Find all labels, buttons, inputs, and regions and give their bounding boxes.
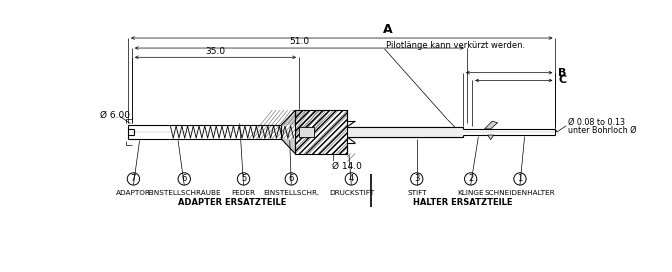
Polygon shape	[488, 135, 494, 140]
Polygon shape	[282, 110, 295, 125]
Text: 3: 3	[414, 174, 419, 183]
Text: 2: 2	[468, 174, 473, 183]
Bar	[299, 127, 314, 137]
Text: 51.0: 51.0	[289, 38, 309, 47]
Text: HALTER ERSATZTEILE: HALTER ERSATZTEILE	[413, 197, 513, 206]
Text: 6: 6	[181, 174, 187, 183]
Text: STIFT: STIFT	[407, 190, 427, 196]
Text: FEDER: FEDER	[232, 190, 255, 196]
Text: C: C	[558, 75, 566, 85]
Polygon shape	[295, 110, 347, 153]
Text: EINSTELLSCHRAUBE: EINSTELLSCHRAUBE	[147, 190, 221, 196]
Text: EINSTELLSCHR.: EINSTELLSCHR.	[263, 190, 319, 196]
Text: B: B	[558, 68, 567, 78]
Text: Ø 14.0: Ø 14.0	[332, 161, 362, 170]
Text: DRUCKSTIFT: DRUCKSTIFT	[329, 190, 374, 196]
Text: 7: 7	[131, 174, 136, 183]
Text: ADAPTOR: ADAPTOR	[116, 190, 151, 196]
Text: Ø 6.00: Ø 6.00	[99, 110, 130, 119]
Text: unter Bohrloch Ø: unter Bohrloch Ø	[568, 126, 636, 135]
Bar	[295, 110, 347, 153]
Polygon shape	[485, 121, 498, 129]
Text: ADAPTER ERSATZTEILE: ADAPTER ERSATZTEILE	[178, 197, 286, 206]
Text: 5: 5	[241, 174, 246, 183]
Text: Pilotlänge kann verkürzt werden.: Pilotlänge kann verkürzt werden.	[386, 41, 525, 50]
Polygon shape	[282, 139, 295, 153]
Text: Ø 0.08 to 0.13: Ø 0.08 to 0.13	[568, 118, 625, 127]
Text: 4: 4	[349, 174, 354, 183]
Text: 35.0: 35.0	[206, 47, 226, 56]
Bar	[347, 126, 463, 137]
Text: 6: 6	[288, 174, 294, 183]
Text: KLINGE: KLINGE	[458, 190, 484, 196]
Text: SCHNEIDENHALTER: SCHNEIDENHALTER	[485, 190, 555, 196]
Text: A: A	[383, 23, 392, 36]
Text: 1: 1	[517, 174, 523, 183]
